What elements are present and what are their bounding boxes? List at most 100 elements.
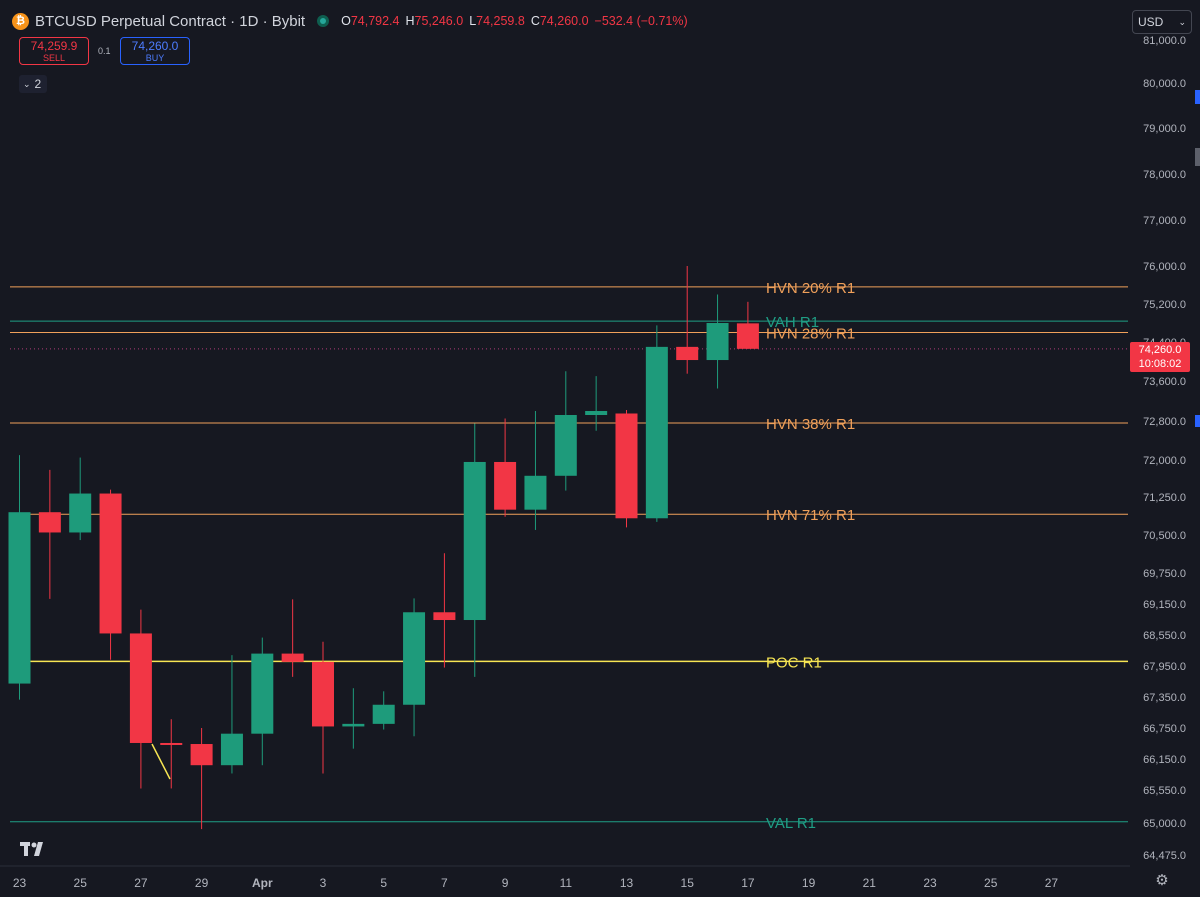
high-value: 75,246.0 (414, 14, 464, 28)
buy-button[interactable]: 74,260.0 BUY (120, 37, 190, 65)
candle-21[interactable] (645, 325, 668, 522)
levels-layer (10, 286, 1128, 823)
y-tick-label: 81,000.0 (1143, 35, 1186, 47)
open-label: O (341, 14, 351, 28)
level-label-5: POC R1 (766, 654, 822, 671)
x-tick-label: 11 (560, 876, 573, 890)
candle-19[interactable] (585, 376, 608, 431)
candle-24[interactable] (736, 301, 759, 349)
candle-body (160, 742, 183, 745)
edge-marker (1195, 148, 1200, 166)
candle-13[interactable] (403, 598, 426, 737)
tradingview-logo[interactable] (20, 840, 46, 861)
y-tick-label: 76,000.0 (1143, 261, 1186, 273)
y-tick-label: 71,250.0 (1143, 492, 1186, 504)
close-label: C (530, 14, 540, 28)
y-tick-label: 72,800.0 (1143, 416, 1186, 428)
y-tick-label: 70,500.0 (1143, 530, 1186, 542)
candle-body (220, 733, 243, 766)
candle-9[interactable] (281, 599, 304, 677)
candle-1[interactable] (38, 469, 61, 599)
candle-3[interactable] (99, 489, 122, 660)
currency-select[interactable]: USD ⌄ (1132, 10, 1192, 34)
drawn-trend-line[interactable] (151, 743, 171, 780)
candle-20[interactable] (615, 410, 638, 528)
candle-body (251, 653, 274, 734)
gear-icon[interactable]: ⚙ (1155, 872, 1169, 889)
buy-label: BUY (145, 53, 165, 63)
x-tick-label: 23 (923, 876, 937, 890)
x-tick-label: 29 (195, 876, 209, 890)
buy-price: 74,260.0 (131, 39, 179, 53)
candle-5[interactable] (160, 719, 183, 789)
ohlc-values: O74,792.4 H75,246.0 L74,259.8 C74,260.0 … (341, 14, 688, 28)
y-axis-background (1130, 36, 1200, 866)
candle-body (342, 723, 365, 727)
candle-7[interactable] (220, 655, 243, 774)
spread-value: 0.1 (98, 46, 111, 56)
y-tick-label: 67,950.0 (1143, 661, 1186, 673)
x-tick-label: 5 (380, 876, 387, 890)
open-value: 74,792.4 (350, 14, 400, 28)
edge-marker (1195, 90, 1200, 104)
candle-10[interactable] (312, 641, 334, 774)
high-label: H (405, 14, 415, 28)
candle-body (554, 415, 577, 476)
candle-body (312, 661, 334, 727)
level-label-1: VAH R1 (766, 314, 819, 331)
x-tick-label: Apr (252, 876, 273, 890)
y-tick-label: 66,750.0 (1143, 723, 1186, 735)
level-label-2: HVN 28% R1 (766, 326, 855, 343)
candle-14[interactable] (433, 553, 456, 668)
y-tick-label: 64,475.0 (1143, 850, 1186, 862)
y-tick-label: 72,000.0 (1143, 455, 1186, 467)
sell-button[interactable]: 74,259.9 SELL (19, 37, 89, 65)
close-value: 74,260.0 (539, 14, 589, 28)
candle-15[interactable] (463, 423, 486, 677)
low-value: 74,259.8 (476, 14, 525, 28)
bar-countdown: 10:08:02 (1138, 358, 1182, 370)
last-price-value: 74,260.0 (1138, 344, 1182, 356)
candle-23[interactable] (706, 294, 729, 389)
candle-2[interactable] (69, 457, 92, 541)
x-tick-label: 15 (681, 876, 695, 890)
symbol-title[interactable]: BTCUSD Perpetual Contract · 1D · Bybit (35, 12, 306, 30)
level-label-4: HVN 71% R1 (766, 507, 855, 524)
candle-body (645, 346, 668, 519)
candle-0[interactable] (8, 455, 31, 700)
sell-price: 74,259.9 (30, 39, 78, 53)
candle-body (463, 461, 486, 621)
candle-16[interactable] (494, 418, 517, 517)
candle-body (403, 612, 426, 705)
bitcoin-icon: ₿ (12, 12, 29, 30)
candle-12[interactable] (372, 691, 395, 730)
candle-body (736, 323, 759, 349)
y-tick-label: 69,150.0 (1143, 599, 1186, 611)
candle-body (281, 653, 304, 662)
candle-8[interactable] (251, 637, 274, 766)
candle-17[interactable] (524, 411, 547, 530)
candle-6[interactable] (190, 728, 213, 830)
candle-body (676, 346, 699, 361)
x-tick-label: 25 (984, 876, 998, 890)
currency-value: USD (1138, 15, 1164, 29)
chevron-down-icon: ⌄ (23, 78, 31, 89)
y-tick-label: 73,600.0 (1143, 376, 1186, 388)
candle-22[interactable] (676, 266, 699, 374)
level-label-6: VAL R1 (766, 815, 816, 832)
y-tick-label: 75,200.0 (1143, 299, 1186, 311)
y-tick-label: 66,150.0 (1143, 754, 1186, 766)
x-axis: 23 25 27 29 Apr 3 5 7 9 11 13 15 17 19 21 23 25 27 (0, 865, 1130, 890)
y-tick-label: 77,000.0 (1143, 215, 1186, 227)
candle-18[interactable] (554, 371, 577, 491)
candle-4[interactable] (129, 609, 152, 789)
candle-11[interactable] (342, 688, 365, 749)
chevron-down-icon: ⌄ (1178, 16, 1186, 27)
candle-body (706, 323, 729, 361)
indicators-toggle-button[interactable]: ⌄ 2 (19, 75, 47, 93)
candle-body (129, 633, 152, 743)
candle-body (99, 493, 122, 634)
candle-body (8, 512, 31, 684)
